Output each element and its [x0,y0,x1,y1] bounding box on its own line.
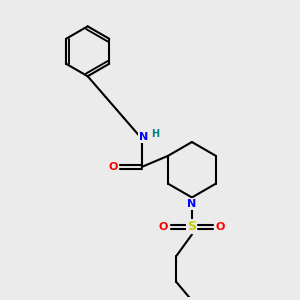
Text: N: N [187,199,196,209]
Text: O: O [109,162,118,172]
Text: H: H [151,129,159,140]
Text: S: S [188,220,196,233]
Text: O: O [159,222,168,232]
Text: O: O [216,222,225,232]
Text: N: N [139,132,148,142]
